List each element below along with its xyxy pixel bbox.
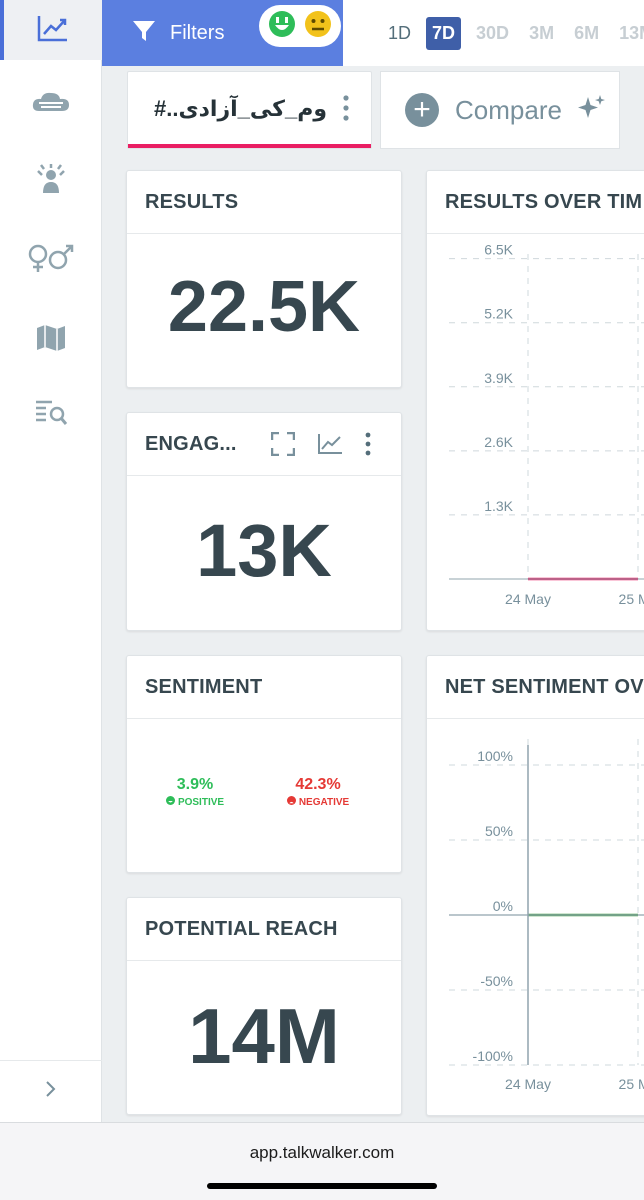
results-over-time-chart: 1.3K 2.6K 3.9K 5.2K 6.5K 24 May 25 Ma xyxy=(449,242,644,607)
y-tick-label: 1.3K xyxy=(484,498,513,514)
sidebar-item-map[interactable] xyxy=(0,310,102,370)
positive-label: POSITIVE xyxy=(177,796,225,808)
browser-url[interactable]: app.talkwalker.com xyxy=(249,1143,395,1162)
influencer-icon xyxy=(34,163,68,202)
engagement-title: ENGAG... xyxy=(145,432,237,455)
gender-icon xyxy=(26,242,76,279)
y-tick-label: -100% xyxy=(473,1048,513,1064)
sidebar-item-topics[interactable] xyxy=(0,75,102,135)
expand-icon[interactable] xyxy=(270,431,296,461)
results-title: RESULTS xyxy=(145,190,239,213)
results-value: 22.5K xyxy=(167,267,361,347)
y-tick-label: 6.5K xyxy=(484,242,513,258)
time-range-selector: 1D 7D 30D 3M 6M 13M xyxy=(343,0,644,66)
x-tick-label: 24 May xyxy=(505,591,551,607)
range-3m[interactable]: 3M xyxy=(529,22,555,43)
negative-sentiment: 42.3% NEGATIVE xyxy=(286,776,350,808)
compare-label: Compare xyxy=(455,94,562,125)
sidebar xyxy=(0,0,102,1122)
net-sentiment-card: NET SENTIMENT OV -100% -50% 0% 50% 100% 24 Ma… xyxy=(426,655,644,1116)
range-13m[interactable]: 13M xyxy=(619,22,644,43)
net-sentiment-title: NET SENTIMENT OV xyxy=(445,675,644,698)
y-tick-label: 5.2K xyxy=(484,306,513,322)
net-sentiment-chart: -100% -50% 0% 50% 100% 24 May 25 Ma xyxy=(449,739,644,1092)
positive-pct: 3.9% xyxy=(176,776,214,793)
y-tick-label: -50% xyxy=(480,973,513,989)
sentiment-card: SENTIMENT 3.9% POSITIVE 42.3% NEGATIVE xyxy=(126,655,402,873)
sidebar-item-trends[interactable] xyxy=(0,0,102,60)
range-1d[interactable]: 1D xyxy=(388,22,412,43)
home-indicator[interactable] xyxy=(207,1183,437,1189)
results-over-time-card: RESULTS OVER TIM 1.3K 2.6K 3.9K 5.2K 6.5K 24 … xyxy=(426,170,644,631)
filter-icon xyxy=(132,19,156,48)
reach-value: 14M xyxy=(188,992,340,1080)
x-tick-label: 24 May xyxy=(505,1076,551,1092)
sidebar-expand-button[interactable] xyxy=(0,1060,102,1122)
y-tick-label: 100% xyxy=(477,748,513,764)
results-over-time-title: RESULTS OVER TIM xyxy=(445,190,643,213)
card-menu-icon[interactable] xyxy=(365,431,371,462)
positive-face-icon xyxy=(268,10,296,43)
map-icon xyxy=(35,323,67,358)
filters-label: Filters xyxy=(170,21,225,44)
cloud-topics-icon xyxy=(31,91,71,120)
results-card: RESULTS 22.5K xyxy=(126,170,402,388)
compare-button[interactable]: + Compare xyxy=(380,71,620,149)
query-menu-icon[interactable] xyxy=(343,94,349,127)
sparkle-icon xyxy=(576,93,606,128)
top-bar: Filters 1D 7D 30D 3M 6M 13M xyxy=(102,0,644,66)
sentiment-filter-pill[interactable] xyxy=(259,5,341,47)
negative-label: NEGATIVE xyxy=(298,796,350,808)
reach-title: POTENTIAL REACH xyxy=(145,917,338,940)
engagement-card: ENGAG... 13K xyxy=(126,412,402,631)
trend-chart-icon xyxy=(37,14,69,47)
x-tick-label: 25 Ma xyxy=(619,591,644,607)
potential-reach-card: POTENTIAL REACH 14M xyxy=(126,897,402,1115)
sidebar-item-search-results[interactable] xyxy=(0,385,102,445)
search-list-icon xyxy=(34,398,68,433)
browser-bar: app.talkwalker.com xyxy=(0,1122,644,1200)
y-tick-label: 0% xyxy=(493,898,513,914)
chart-toggle-icon[interactable] xyxy=(317,433,343,460)
range-6m[interactable]: 6M xyxy=(574,22,600,43)
y-tick-label: 50% xyxy=(485,823,513,839)
sentiment-title: SENTIMENT xyxy=(145,675,263,698)
query-tab-label: #..وم_کی_آزادی xyxy=(154,96,327,121)
query-tab[interactable]: #..وم_کی_آزادی xyxy=(127,71,372,149)
plus-icon: + xyxy=(405,93,439,127)
query-tab-underline xyxy=(128,144,371,148)
engagement-value: 13K xyxy=(196,509,332,592)
range-7d[interactable]: 7D xyxy=(426,16,462,50)
sidebar-item-influencers[interactable] xyxy=(0,152,102,212)
chevron-right-icon xyxy=(45,1080,57,1103)
range-30d[interactable]: 30D xyxy=(476,22,510,43)
sidebar-item-demographics[interactable] xyxy=(0,230,102,290)
x-tick-label: 25 Ma xyxy=(619,1076,644,1092)
y-tick-label: 2.6K xyxy=(484,434,513,450)
positive-small-icon xyxy=(165,796,175,808)
negative-small-icon xyxy=(286,796,296,808)
positive-sentiment: 3.9% POSITIVE xyxy=(165,776,225,808)
negative-pct: 42.3% xyxy=(295,776,341,793)
y-tick-label: 3.9K xyxy=(484,370,513,386)
neutral-face-icon xyxy=(304,10,332,43)
